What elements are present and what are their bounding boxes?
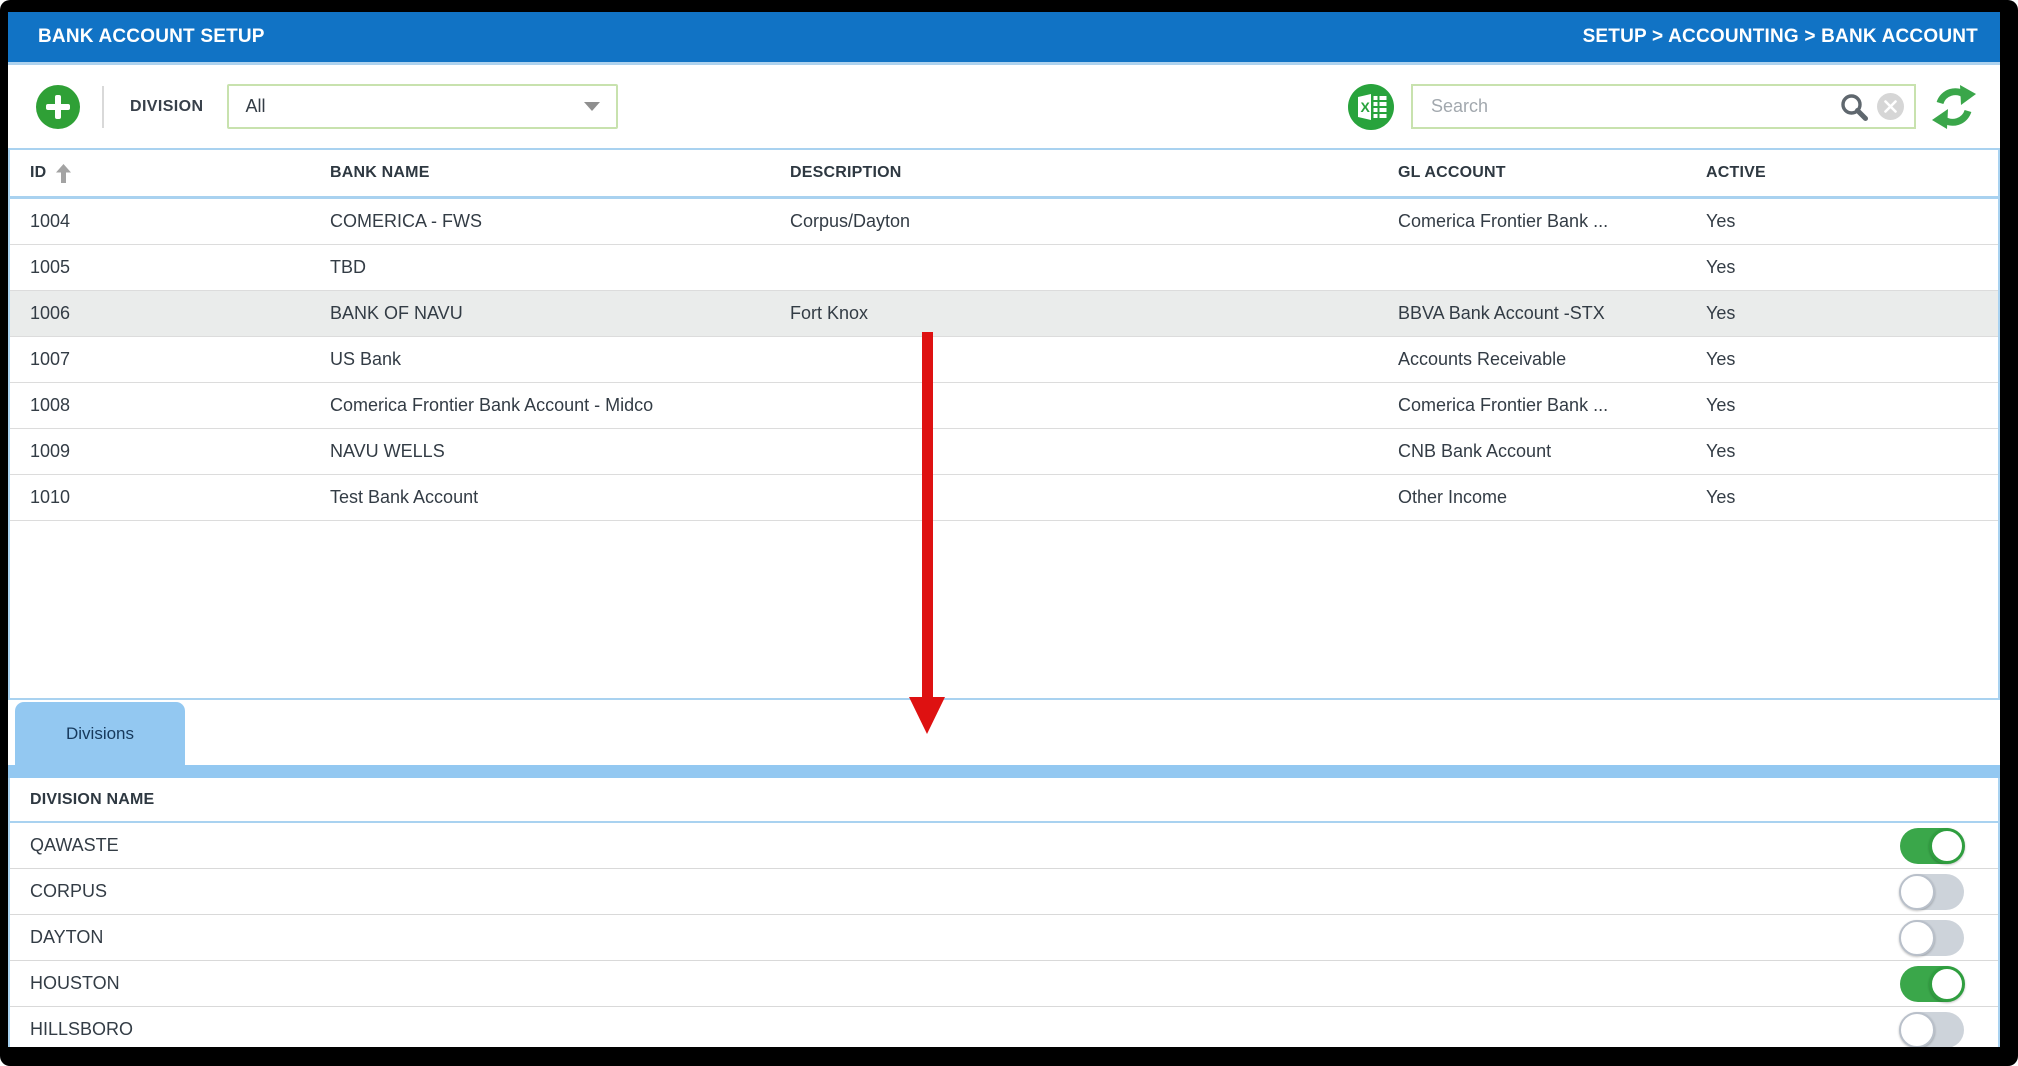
cell-gl-account: BBVA Bank Account -STX (1398, 303, 1605, 323)
search-button[interactable] (1839, 92, 1869, 122)
cell-active: Yes (1706, 257, 1736, 277)
tab-divisions-label: Divisions (65, 723, 135, 743)
red-arrow-shaft (922, 332, 933, 699)
cell-bank-name: BANK OF NAVU (330, 303, 463, 323)
cell-bank-name: TBD (330, 257, 366, 277)
cell-gl-account: CNB Bank Account (1398, 441, 1552, 461)
division-name: HILLSBORO (30, 1019, 134, 1039)
division-name: DAYTON (30, 927, 104, 947)
cell-id: 1010 (30, 487, 71, 507)
divisions-table: DIVISION NAME QAWASTE CORPUS DAYTON HOUS… (8, 778, 2000, 1047)
cell-active: Yes (1706, 487, 1736, 507)
table-row[interactable]: 1006 BANK OF NAVU Fort Knox BBVA Bank Ac… (10, 291, 1998, 337)
cell-active: Yes (1706, 441, 1736, 461)
excel-export-button[interactable]: X (1347, 83, 1395, 131)
column-header-id[interactable]: ID (10, 163, 310, 183)
division-row: HILLSBORO (10, 1007, 1998, 1047)
cell-bank-name: Test Bank Account (330, 487, 479, 507)
cell-active: Yes (1706, 303, 1736, 323)
bank-table-header-row: ID BANK NAME DESCRIPTION GL ACCOUNT ACTI… (10, 150, 1998, 199)
cell-active: Yes (1706, 349, 1736, 369)
cell-bank-name: NAVU WELLS (330, 441, 445, 461)
toggle-knob (1929, 827, 1965, 864)
column-header-gl-account[interactable]: GL ACCOUNT (1398, 164, 1506, 181)
cell-bank-name: Comerica Frontier Bank Account - Midco (330, 395, 654, 415)
cell-description: Corpus/Dayton (790, 211, 911, 231)
cell-id: 1005 (30, 257, 71, 277)
division-name-header: DIVISION NAME (10, 778, 1998, 823)
table-row[interactable]: 1007 US Bank Accounts Receivable Yes (10, 337, 1998, 383)
search-box (1411, 84, 1916, 129)
cell-active: Yes (1706, 211, 1736, 231)
division-filter-label: DIVISION (130, 97, 204, 115)
plus-icon (46, 94, 70, 119)
sort-ascending-icon (56, 163, 72, 183)
cell-gl-account: Comerica Frontier Bank ... (1398, 395, 1609, 415)
cell-description: Fort Knox (790, 303, 869, 323)
refresh-button[interactable] (1932, 84, 1976, 129)
table-row[interactable]: 1004 COMERICA - FWS Corpus/Dayton Comeri… (10, 199, 1998, 245)
bank-accounts-table: ID BANK NAME DESCRIPTION GL ACCOUNT ACTI… (8, 148, 2000, 700)
division-active-toggle[interactable] (1899, 1011, 1964, 1047)
clear-search-button[interactable] (1877, 93, 1904, 120)
breadcrumb: SETUP > ACCOUNTING > BANK ACCOUNT (1582, 26, 1978, 47)
tab-strip-bar (8, 765, 2000, 778)
clear-circle-icon (1884, 100, 1897, 113)
column-header-bank-name[interactable]: BANK NAME (330, 164, 430, 181)
cell-bank-name: COMERICA - FWS (330, 211, 482, 231)
cell-gl-account: Other Income (1398, 487, 1508, 507)
division-active-toggle[interactable] (1899, 873, 1964, 910)
svg-text:X: X (1361, 99, 1371, 115)
excel-export-icon: X (1348, 83, 1394, 130)
column-header-active[interactable]: ACTIVE (1706, 164, 1766, 181)
add-button[interactable] (36, 84, 80, 129)
search-icon (1841, 93, 1868, 121)
divisions-table-body: QAWASTE CORPUS DAYTON HOUSTON HILLSBORO (10, 823, 1998, 1047)
division-dropdown-value: All (245, 96, 266, 116)
toggle-knob (1929, 965, 1965, 1002)
toolbar: DIVISION All X (8, 65, 2000, 148)
cell-id: 1007 (30, 349, 71, 369)
division-name: CORPUS (30, 881, 108, 901)
toggle-knob (1899, 873, 1935, 910)
division-name: HOUSTON (30, 973, 120, 993)
cell-gl-account: Comerica Frontier Bank ... (1398, 211, 1609, 231)
cell-active: Yes (1706, 395, 1736, 415)
toolbar-divider (102, 85, 104, 128)
tab-divisions[interactable]: Divisions (15, 702, 185, 765)
division-row: HOUSTON (10, 961, 1998, 1007)
refresh-icon (1932, 84, 1976, 129)
division-active-toggle[interactable] (1900, 827, 1965, 864)
bank-table-body: 1004 COMERICA - FWS Corpus/Dayton Comeri… (10, 199, 1998, 521)
red-arrow-head (909, 697, 945, 734)
division-row: CORPUS (10, 869, 1998, 915)
column-header-description[interactable]: DESCRIPTION (790, 164, 902, 181)
toggle-knob (1899, 1011, 1935, 1047)
cell-bank-name: US Bank (330, 349, 402, 369)
cell-id: 1009 (30, 441, 71, 461)
toggle-knob (1899, 919, 1935, 956)
cell-id: 1008 (30, 395, 71, 415)
division-row: QAWASTE (10, 823, 1998, 869)
table-row[interactable]: 1005 TBD Yes (10, 245, 1998, 291)
division-active-toggle[interactable] (1899, 919, 1964, 956)
division-dropdown[interactable]: All (227, 84, 619, 129)
table-row[interactable]: 1009 NAVU WELLS CNB Bank Account Yes (10, 429, 1998, 475)
app-window: BANK ACCOUNT SETUP SETUP > ACCOUNTING > … (8, 12, 2000, 1047)
search-input[interactable] (1429, 95, 1831, 118)
cell-id: 1006 (30, 303, 71, 323)
division-row: DAYTON (10, 915, 1998, 961)
chevron-down-icon (584, 102, 601, 111)
table-row[interactable]: 1008 Comerica Frontier Bank Account - Mi… (10, 383, 1998, 429)
titlebar: BANK ACCOUNT SETUP SETUP > ACCOUNTING > … (8, 12, 2000, 65)
toolbar-right: X (1347, 83, 1976, 131)
cell-id: 1004 (30, 211, 71, 231)
table-row[interactable]: 1010 Test Bank Account Other Income Yes (10, 475, 1998, 521)
page-title: BANK ACCOUNT SETUP (38, 26, 265, 47)
division-name: QAWASTE (30, 835, 119, 855)
division-active-toggle[interactable] (1900, 965, 1965, 1002)
cell-gl-account: Accounts Receivable (1398, 349, 1567, 369)
